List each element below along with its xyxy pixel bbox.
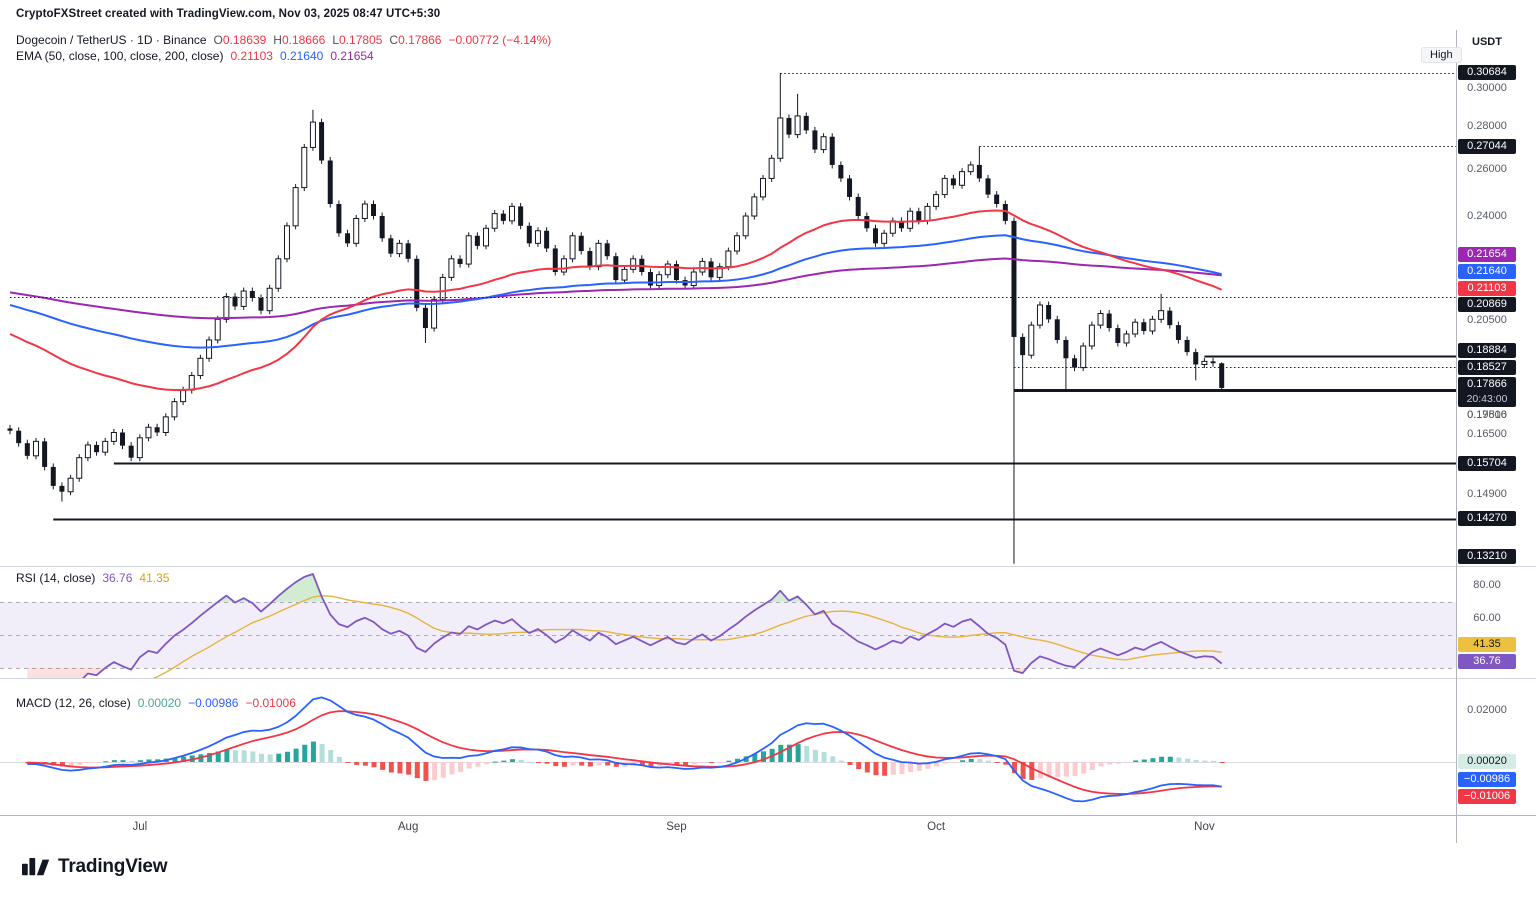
ema-title[interactable]: EMA (50, close, 100, close, 200, close): [16, 49, 224, 63]
low-label-legend: L: [332, 33, 340, 47]
month-label-sep: Sep: [666, 821, 687, 833]
tradingview-logo-icon: [22, 857, 50, 876]
rsi-title[interactable]: RSI (14, close): [16, 571, 96, 585]
ema100-value: 0.21640: [279, 49, 324, 63]
close-label-legend: C: [389, 33, 399, 47]
high-marker-label: High: [1421, 47, 1462, 63]
high-value: 0.18666: [281, 33, 326, 47]
month-label-jul: Jul: [132, 821, 148, 833]
month-label-oct: Oct: [927, 821, 946, 833]
month-label-aug: Aug: [397, 821, 419, 833]
annotation-bar: CryptoFXStreet created with TradingView.…: [16, 8, 441, 20]
tradingview-logo[interactable]: TradingView: [22, 854, 168, 880]
change-value: −0.00772 (−4.14%): [448, 33, 552, 47]
rsi-value: 36.76: [102, 571, 133, 585]
ema200-value: 0.21654: [330, 49, 374, 63]
symbol-legend: Dogecoin / TetherUS · 1D · Binance O0.18…: [16, 33, 551, 47]
ema-legend: EMA (50, close, 100, close, 200, close) …: [16, 49, 374, 63]
low-value: 0.17805: [339, 33, 383, 47]
macd-line-value: −0.00986: [188, 696, 239, 710]
ema50-value: 0.21103: [230, 49, 273, 63]
time-axis[interactable]: Jul Aug Sep Oct Nov: [0, 815, 1536, 843]
macd-signal-value: −0.01006: [245, 696, 296, 710]
close-value: 0.17866: [398, 33, 442, 47]
rsi-legend: RSI (14, close) 36.76 41.35: [16, 571, 169, 585]
rsi-ma-value: 41.35: [139, 571, 170, 585]
macd-legend: MACD (12, 26, close) 0.00020 −0.00986 −0…: [16, 696, 296, 710]
month-label-nov: Nov: [1194, 821, 1215, 833]
tradingview-logo-text: TradingView: [58, 856, 168, 877]
macd-title[interactable]: MACD (12, 26, close): [16, 696, 131, 710]
high-label-legend: H: [273, 33, 282, 47]
open-label: O: [213, 33, 223, 47]
currency-label: USDT: [1472, 36, 1502, 48]
symbol-title[interactable]: Dogecoin / TetherUS · 1D · Binance: [16, 33, 207, 47]
macd-hist-value: 0.00020: [137, 696, 182, 710]
open-value: 0.18639: [222, 33, 267, 47]
